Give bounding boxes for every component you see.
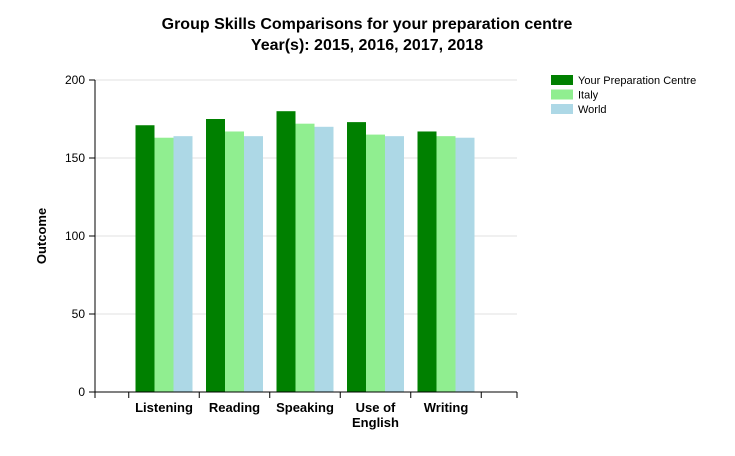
x-tick-label: Use of (356, 400, 396, 415)
bar (347, 122, 366, 393)
bar (276, 111, 296, 392)
x-tick-label: English (352, 415, 399, 430)
bar (135, 125, 155, 393)
legend-swatch (551, 75, 573, 85)
y-tick-label: 0 (78, 385, 85, 399)
bar (225, 131, 244, 393)
bar (385, 136, 404, 392)
y-ticks-group: 0 50 100 150 200 (65, 73, 95, 399)
bar (154, 137, 174, 392)
legend-swatch (551, 89, 573, 100)
bar (314, 126, 334, 393)
y-tick-label: 150 (65, 151, 85, 165)
x-tick-label: Listening (135, 400, 193, 415)
chart-subtitle: Year(s): 2015, 2016, 2017, 2018 (251, 37, 483, 54)
chart-title: Group Skills Comparisons for your prepar… (162, 16, 573, 33)
legend: Your Preparation Centre Italy World (551, 75, 696, 116)
bar (173, 136, 193, 392)
bars-group (135, 111, 475, 393)
bar (366, 134, 385, 392)
x-tick-label: Speaking (276, 400, 334, 415)
legend-swatch (551, 104, 573, 114)
legend-label: Italy (578, 90, 599, 102)
legend-label: Your Preparation Centre (578, 75, 696, 87)
bar (436, 136, 456, 392)
bar (455, 137, 475, 392)
bar (295, 123, 315, 393)
y-tick-label: 200 (65, 73, 85, 87)
y-tick-label: 100 (65, 229, 85, 243)
legend-label: World (578, 104, 607, 116)
bar (417, 131, 437, 393)
x-tick-label: Writing (424, 400, 469, 415)
bar (244, 136, 263, 392)
y-tick-label: 50 (72, 307, 86, 321)
x-tick-label: Reading (209, 400, 260, 415)
bar (206, 119, 225, 392)
y-axis-label: Outcome (34, 208, 49, 264)
